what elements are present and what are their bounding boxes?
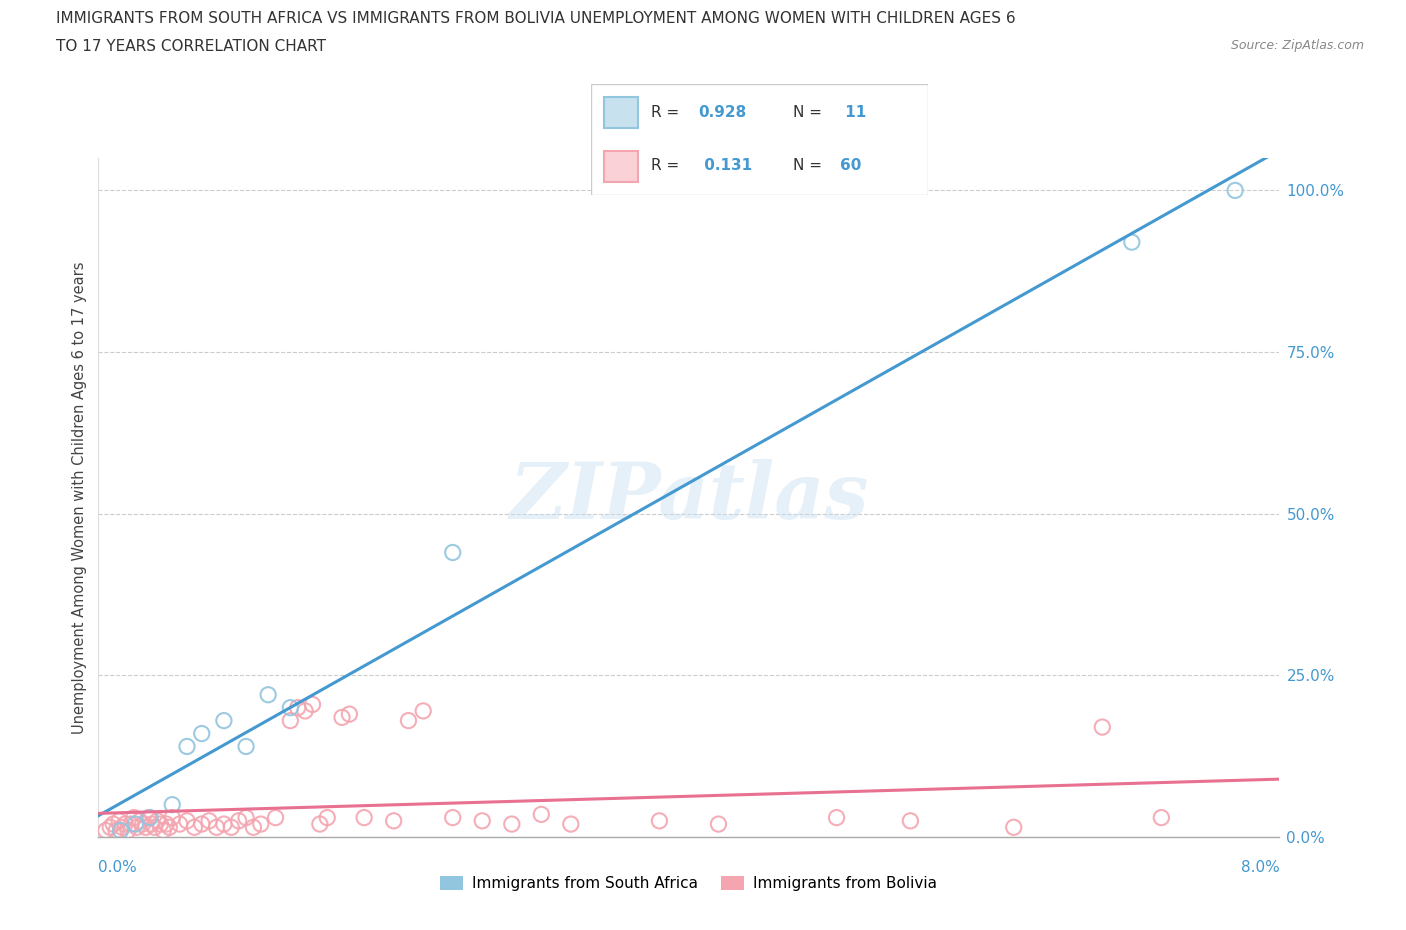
FancyBboxPatch shape — [605, 151, 638, 182]
Point — [198, 814, 221, 829]
Point — [141, 817, 163, 831]
Point — [183, 820, 205, 835]
Text: ZIPatlas: ZIPatlas — [509, 459, 869, 536]
Text: 0.131: 0.131 — [699, 158, 752, 173]
Point — [898, 814, 921, 829]
Point — [1223, 183, 1246, 198]
Point — [212, 713, 235, 728]
Point — [124, 817, 146, 831]
Point — [149, 817, 172, 831]
Text: Source: ZipAtlas.com: Source: ZipAtlas.com — [1230, 39, 1364, 52]
Point — [155, 817, 177, 831]
Point — [1002, 820, 1025, 835]
Point — [242, 820, 264, 835]
Point — [122, 810, 145, 825]
Point — [135, 820, 157, 835]
Point — [250, 817, 273, 831]
Point — [98, 820, 121, 835]
Point — [337, 707, 360, 722]
Point — [162, 810, 183, 825]
Point — [146, 814, 169, 829]
Point — [648, 814, 671, 829]
Point — [138, 810, 160, 825]
Point — [94, 823, 117, 838]
Point — [316, 810, 339, 825]
Point — [235, 810, 257, 825]
Text: 11: 11 — [841, 105, 866, 120]
Point — [169, 817, 191, 831]
Point — [108, 814, 131, 829]
Point — [1121, 234, 1143, 249]
Point — [301, 697, 323, 711]
Point — [471, 814, 494, 829]
Point — [707, 817, 730, 831]
Text: TO 17 YEARS CORRELATION CHART: TO 17 YEARS CORRELATION CHART — [56, 39, 326, 54]
Point — [560, 817, 582, 831]
Point — [294, 703, 316, 718]
Text: 60: 60 — [841, 158, 862, 173]
Point — [219, 820, 242, 835]
Point — [212, 817, 235, 831]
Text: N =: N = — [793, 105, 827, 120]
Point — [825, 810, 848, 825]
Point — [441, 545, 464, 560]
Text: 0.0%: 0.0% — [98, 860, 138, 875]
Point — [143, 820, 166, 835]
Point — [501, 817, 523, 831]
Point — [205, 820, 228, 835]
Legend: Immigrants from South Africa, Immigrants from Bolivia: Immigrants from South Africa, Immigrants… — [434, 870, 943, 897]
Point — [330, 710, 353, 724]
Point — [125, 820, 148, 835]
Point — [139, 810, 162, 825]
Point — [382, 814, 405, 829]
Text: R =: R = — [651, 105, 685, 120]
Point — [132, 817, 155, 831]
Point — [114, 817, 136, 831]
Point — [396, 713, 419, 728]
Point — [530, 807, 553, 822]
Text: R =: R = — [651, 158, 685, 173]
Point — [176, 814, 198, 829]
Text: N =: N = — [793, 158, 827, 173]
Point — [353, 810, 375, 825]
Point — [278, 700, 301, 715]
FancyBboxPatch shape — [605, 97, 638, 128]
Y-axis label: Unemployment Among Women with Children Ages 6 to 17 years: Unemployment Among Women with Children A… — [72, 261, 87, 734]
Point — [157, 820, 180, 835]
Point — [120, 817, 142, 831]
Text: IMMIGRANTS FROM SOUTH AFRICA VS IMMIGRANTS FROM BOLIVIA UNEMPLOYMENT AMONG WOMEN: IMMIGRANTS FROM SOUTH AFRICA VS IMMIGRAN… — [56, 11, 1017, 26]
Point — [176, 739, 198, 754]
Point — [278, 713, 301, 728]
Point — [264, 810, 287, 825]
Point — [190, 817, 214, 831]
Point — [308, 817, 332, 831]
Text: 8.0%: 8.0% — [1240, 860, 1279, 875]
FancyBboxPatch shape — [591, 84, 928, 195]
Point — [128, 814, 150, 829]
Point — [1150, 810, 1173, 825]
Point — [257, 687, 280, 702]
Point — [110, 823, 132, 838]
Point — [441, 810, 464, 825]
Point — [117, 823, 139, 838]
Point — [105, 823, 128, 838]
Point — [111, 820, 134, 835]
Point — [287, 700, 309, 715]
Point — [235, 739, 257, 754]
Point — [1091, 720, 1114, 735]
Point — [103, 817, 125, 831]
Point — [152, 823, 174, 838]
Point — [162, 797, 183, 812]
Point — [228, 814, 250, 829]
Point — [190, 726, 214, 741]
Text: 0.928: 0.928 — [699, 105, 747, 120]
Point — [412, 703, 434, 718]
